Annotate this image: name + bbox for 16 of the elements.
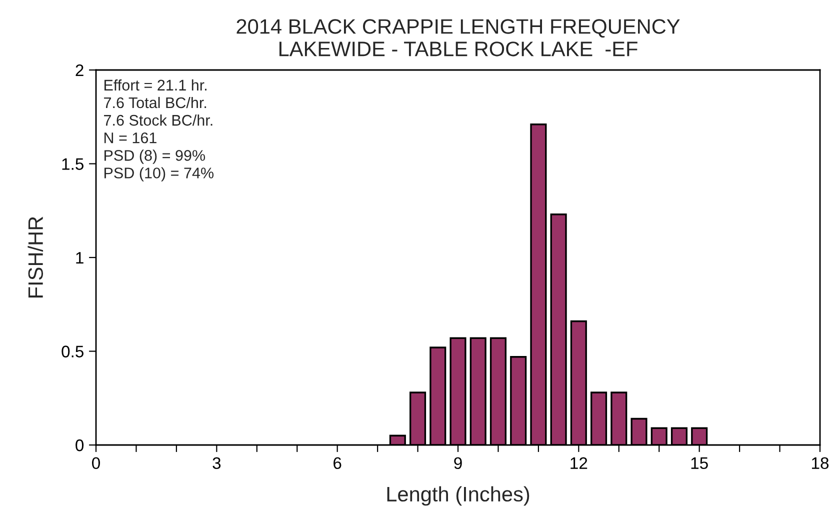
chart-title: 2014 BLACK CRAPPIE LENGTH FREQUENCY LAKEWIDE - TABLE ROCK LAKE -EF [236,19,680,56]
annotation: Effort = 21.1 hr. 7.6 Total BC/hr. 7.6 Stock BC/hr. N = 161 PSD (8) = 99% PSD (10) = 74% [104,79,214,182]
x-tick-label: 3 [212,457,221,470]
y-tick-label: 1 [76,252,84,264]
y-tick-label: 2 [76,64,84,76]
x-tick-label: 9 [454,457,462,470]
x-tick-label: 15 [691,457,708,470]
x-tick-label: 0 [92,457,100,470]
x-tick-label: 12 [570,457,588,469]
y-axis-title: FISH/HR [28,216,44,298]
x-tick-label: 18 [812,457,829,470]
x-axis-title: Length (Inches) [387,486,530,506]
y-tick-label: 0.5 [62,346,84,358]
y-tick-label: 1.5 [62,158,84,170]
y-tick-label: 0 [76,439,84,452]
x-tick-label: 6 [334,457,342,470]
